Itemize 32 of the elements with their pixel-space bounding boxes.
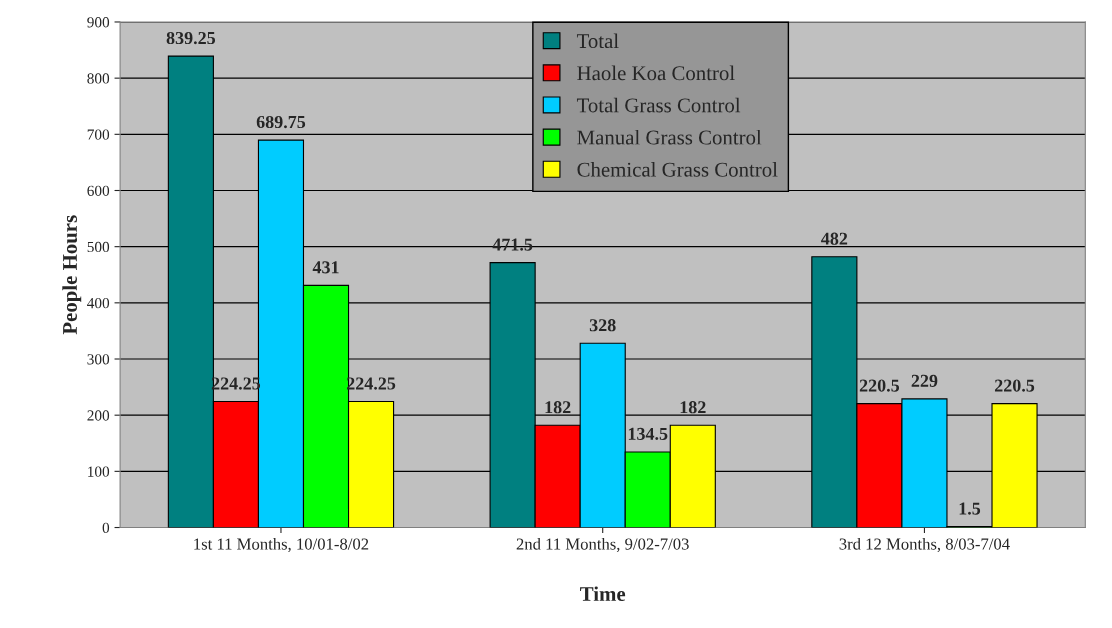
y-tick-label: 0 (102, 522, 110, 533)
y-tick-label: 500 (87, 241, 110, 253)
y-tick-label: 700 (87, 129, 110, 140)
legend-label: Total Grass Control (576, 97, 741, 113)
legend-label: Haole Koa Control (577, 65, 735, 81)
x-tick-label: 1st 11 Months, 10/01-8/02 (194, 537, 369, 553)
data-label: 1.5 (959, 502, 981, 515)
y-tick-label: 300 (87, 354, 110, 365)
y-tick-label: 100 (88, 466, 110, 477)
y-tick-label: 600 (87, 185, 110, 196)
data-label: 689.75 (256, 115, 306, 129)
legend-label: Total (576, 33, 619, 49)
data-label: 220.5 (859, 379, 900, 392)
data-label: 839.25 (166, 31, 216, 45)
x-tick-label: 3rd 12 Months, 8/03-7/04 (839, 537, 1010, 553)
legend-label: Manual Grass Control (577, 129, 762, 145)
y-tick-label: 200 (87, 410, 110, 421)
data-label: 134.5 (628, 427, 668, 441)
y-tick-label: 400 (87, 297, 110, 309)
x-tick-label: 2nd 11 Months, 9/02-7/03 (516, 537, 689, 553)
y-axis-title: People Hours (62, 215, 82, 335)
data-label: 482 (821, 232, 848, 245)
data-label: 229 (911, 374, 938, 387)
x-axis-title: Time (580, 586, 626, 602)
data-label: 328 (589, 319, 616, 332)
y-tick-label: 800 (87, 73, 110, 84)
y-tick-label: 900 (87, 17, 110, 28)
data-label: 431 (312, 261, 339, 274)
legend-label: Chemical Grass Control (577, 162, 778, 177)
data-label: 182 (545, 401, 571, 414)
data-label: 182 (680, 401, 706, 414)
data-label: 220.5 (994, 379, 1035, 392)
